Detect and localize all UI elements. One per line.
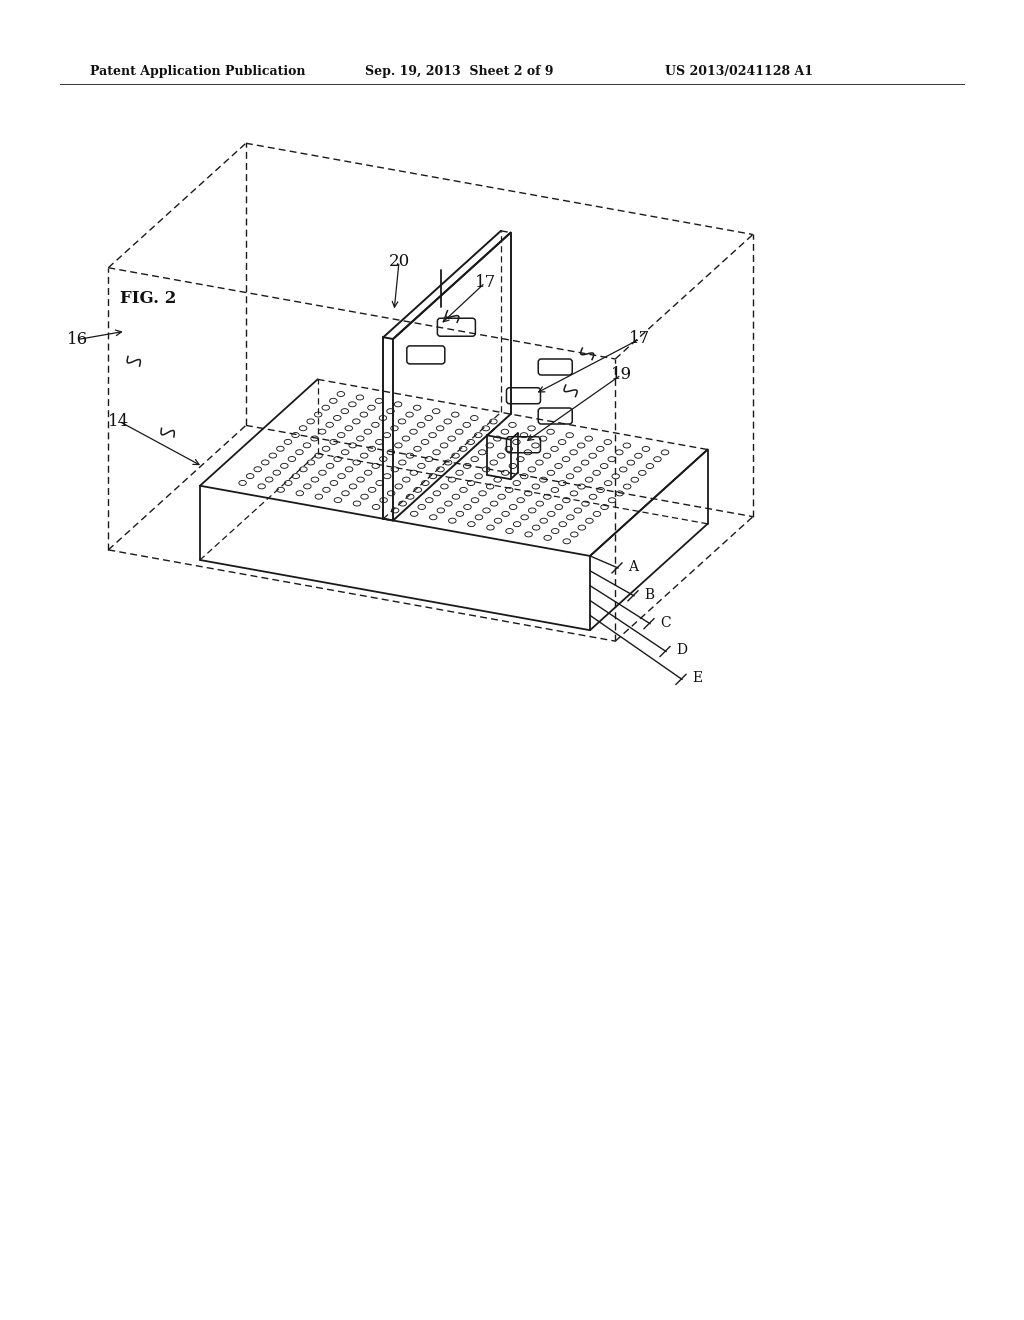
Text: C: C <box>660 615 671 630</box>
Text: Sep. 19, 2013  Sheet 2 of 9: Sep. 19, 2013 Sheet 2 of 9 <box>365 65 554 78</box>
Text: 14: 14 <box>108 413 129 429</box>
Text: D: D <box>676 644 687 657</box>
Text: 17: 17 <box>630 330 650 347</box>
Text: 17: 17 <box>474 275 496 292</box>
Text: 20: 20 <box>388 253 410 269</box>
Text: FIG. 2: FIG. 2 <box>120 290 176 308</box>
Text: Patent Application Publication: Patent Application Publication <box>90 65 305 78</box>
Text: E: E <box>692 672 702 685</box>
Text: B: B <box>644 587 654 602</box>
Text: A: A <box>628 560 638 574</box>
Text: 19: 19 <box>610 366 632 383</box>
Text: 16: 16 <box>67 331 88 348</box>
Text: US 2013/0241128 A1: US 2013/0241128 A1 <box>665 65 813 78</box>
